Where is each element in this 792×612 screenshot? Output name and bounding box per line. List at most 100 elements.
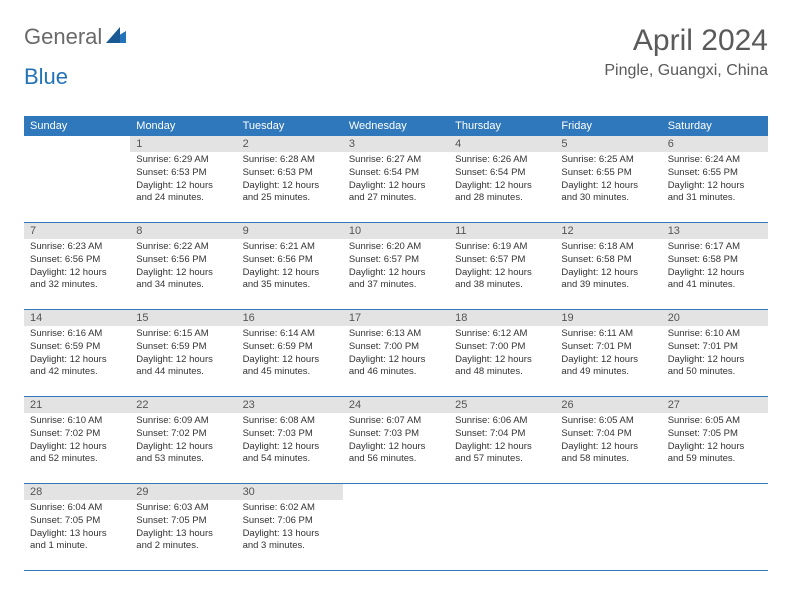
daylight-text: Daylight: 12 hours and 45 minutes. [243,354,337,380]
sunrise-text: Sunrise: 6:25 AM [561,154,655,167]
logo-triangle-icon [106,27,126,48]
day-number: 17 [343,310,449,326]
sunset-text: Sunset: 6:55 PM [561,167,655,180]
daylight-text: Daylight: 12 hours and 39 minutes. [561,267,655,293]
calendar-cell: 14Sunrise: 6:16 AMSunset: 6:59 PMDayligh… [24,310,130,397]
calendar-table: Sunday Monday Tuesday Wednesday Thursday… [24,116,768,571]
day-number: 5 [555,136,661,152]
day-number: 4 [449,136,555,152]
daylight-text: Daylight: 12 hours and 31 minutes. [668,180,762,206]
day-number: 2 [237,136,343,152]
sunset-text: Sunset: 6:55 PM [668,167,762,180]
calendar-cell: 10Sunrise: 6:20 AMSunset: 6:57 PMDayligh… [343,223,449,310]
calendar-cell: 8Sunrise: 6:22 AMSunset: 6:56 PMDaylight… [130,223,236,310]
weekday-header: Sunday [24,116,130,136]
calendar-cell [449,484,555,571]
calendar-cell: 2Sunrise: 6:28 AMSunset: 6:53 PMDaylight… [237,136,343,223]
daylight-text: Daylight: 13 hours and 1 minute. [30,528,124,554]
calendar-cell: 19Sunrise: 6:11 AMSunset: 7:01 PMDayligh… [555,310,661,397]
calendar-cell: 7Sunrise: 6:23 AMSunset: 6:56 PMDaylight… [24,223,130,310]
day-number: 3 [343,136,449,152]
sunset-text: Sunset: 7:03 PM [349,428,443,441]
sunrise-text: Sunrise: 6:10 AM [30,415,124,428]
month-title: April 2024 [604,24,768,58]
day-number: 24 [343,397,449,413]
sunset-text: Sunset: 7:03 PM [243,428,337,441]
sunrise-text: Sunrise: 6:10 AM [668,328,762,341]
sunrise-text: Sunrise: 6:29 AM [136,154,230,167]
sunrise-text: Sunrise: 6:23 AM [30,241,124,254]
day-info: Sunrise: 6:10 AMSunset: 7:02 PMDaylight:… [24,413,130,470]
sunset-text: Sunset: 6:58 PM [561,254,655,267]
daylight-text: Daylight: 13 hours and 2 minutes. [136,528,230,554]
sunset-text: Sunset: 6:59 PM [136,341,230,354]
sunrise-text: Sunrise: 6:24 AM [668,154,762,167]
day-info: Sunrise: 6:16 AMSunset: 6:59 PMDaylight:… [24,326,130,383]
sunrise-text: Sunrise: 6:28 AM [243,154,337,167]
calendar-cell: 22Sunrise: 6:09 AMSunset: 7:02 PMDayligh… [130,397,236,484]
sunset-text: Sunset: 6:59 PM [30,341,124,354]
day-info: Sunrise: 6:05 AMSunset: 7:05 PMDaylight:… [662,413,768,470]
calendar-row: 28Sunrise: 6:04 AMSunset: 7:05 PMDayligh… [24,484,768,571]
calendar-cell: 5Sunrise: 6:25 AMSunset: 6:55 PMDaylight… [555,136,661,223]
sunrise-text: Sunrise: 6:27 AM [349,154,443,167]
day-info: Sunrise: 6:17 AMSunset: 6:58 PMDaylight:… [662,239,768,296]
sunrise-text: Sunrise: 6:13 AM [349,328,443,341]
calendar-row: 14Sunrise: 6:16 AMSunset: 6:59 PMDayligh… [24,310,768,397]
day-info: Sunrise: 6:20 AMSunset: 6:57 PMDaylight:… [343,239,449,296]
calendar-cell: 27Sunrise: 6:05 AMSunset: 7:05 PMDayligh… [662,397,768,484]
day-info: Sunrise: 6:07 AMSunset: 7:03 PMDaylight:… [343,413,449,470]
day-info: Sunrise: 6:23 AMSunset: 6:56 PMDaylight:… [24,239,130,296]
daylight-text: Daylight: 12 hours and 56 minutes. [349,441,443,467]
day-info: Sunrise: 6:25 AMSunset: 6:55 PMDaylight:… [555,152,661,209]
daylight-text: Daylight: 12 hours and 30 minutes. [561,180,655,206]
sunrise-text: Sunrise: 6:04 AM [30,502,124,515]
sunrise-text: Sunrise: 6:05 AM [561,415,655,428]
sunset-text: Sunset: 6:58 PM [668,254,762,267]
calendar-cell [24,136,130,223]
day-info: Sunrise: 6:10 AMSunset: 7:01 PMDaylight:… [662,326,768,383]
calendar-cell: 4Sunrise: 6:26 AMSunset: 6:54 PMDaylight… [449,136,555,223]
sunset-text: Sunset: 7:01 PM [668,341,762,354]
calendar-cell: 29Sunrise: 6:03 AMSunset: 7:05 PMDayligh… [130,484,236,571]
day-info: Sunrise: 6:11 AMSunset: 7:01 PMDaylight:… [555,326,661,383]
calendar-cell: 23Sunrise: 6:08 AMSunset: 7:03 PMDayligh… [237,397,343,484]
daylight-text: Daylight: 12 hours and 35 minutes. [243,267,337,293]
sunset-text: Sunset: 6:54 PM [455,167,549,180]
day-number: 7 [24,223,130,239]
weekday-header: Thursday [449,116,555,136]
sunset-text: Sunset: 7:02 PM [30,428,124,441]
sunrise-text: Sunrise: 6:17 AM [668,241,762,254]
day-info: Sunrise: 6:06 AMSunset: 7:04 PMDaylight:… [449,413,555,470]
sunrise-text: Sunrise: 6:06 AM [455,415,549,428]
day-info: Sunrise: 6:08 AMSunset: 7:03 PMDaylight:… [237,413,343,470]
day-info: Sunrise: 6:02 AMSunset: 7:06 PMDaylight:… [237,500,343,557]
day-info: Sunrise: 6:12 AMSunset: 7:00 PMDaylight:… [449,326,555,383]
calendar-cell [662,484,768,571]
calendar-cell: 16Sunrise: 6:14 AMSunset: 6:59 PMDayligh… [237,310,343,397]
sunrise-text: Sunrise: 6:14 AM [243,328,337,341]
day-number: 18 [449,310,555,326]
sunrise-text: Sunrise: 6:02 AM [243,502,337,515]
weekday-header: Monday [130,116,236,136]
day-info: Sunrise: 6:19 AMSunset: 6:57 PMDaylight:… [449,239,555,296]
sunrise-text: Sunrise: 6:09 AM [136,415,230,428]
sunrise-text: Sunrise: 6:15 AM [136,328,230,341]
daylight-text: Daylight: 12 hours and 46 minutes. [349,354,443,380]
day-number: 13 [662,223,768,239]
calendar-cell [555,484,661,571]
daylight-text: Daylight: 12 hours and 27 minutes. [349,180,443,206]
sunrise-text: Sunrise: 6:19 AM [455,241,549,254]
daylight-text: Daylight: 12 hours and 53 minutes. [136,441,230,467]
day-info: Sunrise: 6:26 AMSunset: 6:54 PMDaylight:… [449,152,555,209]
day-number: 16 [237,310,343,326]
day-info: Sunrise: 6:04 AMSunset: 7:05 PMDaylight:… [24,500,130,557]
day-info: Sunrise: 6:09 AMSunset: 7:02 PMDaylight:… [130,413,236,470]
daylight-text: Daylight: 12 hours and 49 minutes. [561,354,655,380]
day-number: 1 [130,136,236,152]
logo-text-blue: Blue [24,64,68,89]
day-info: Sunrise: 6:05 AMSunset: 7:04 PMDaylight:… [555,413,661,470]
day-info: Sunrise: 6:27 AMSunset: 6:54 PMDaylight:… [343,152,449,209]
calendar-cell: 1Sunrise: 6:29 AMSunset: 6:53 PMDaylight… [130,136,236,223]
calendar-cell [343,484,449,571]
